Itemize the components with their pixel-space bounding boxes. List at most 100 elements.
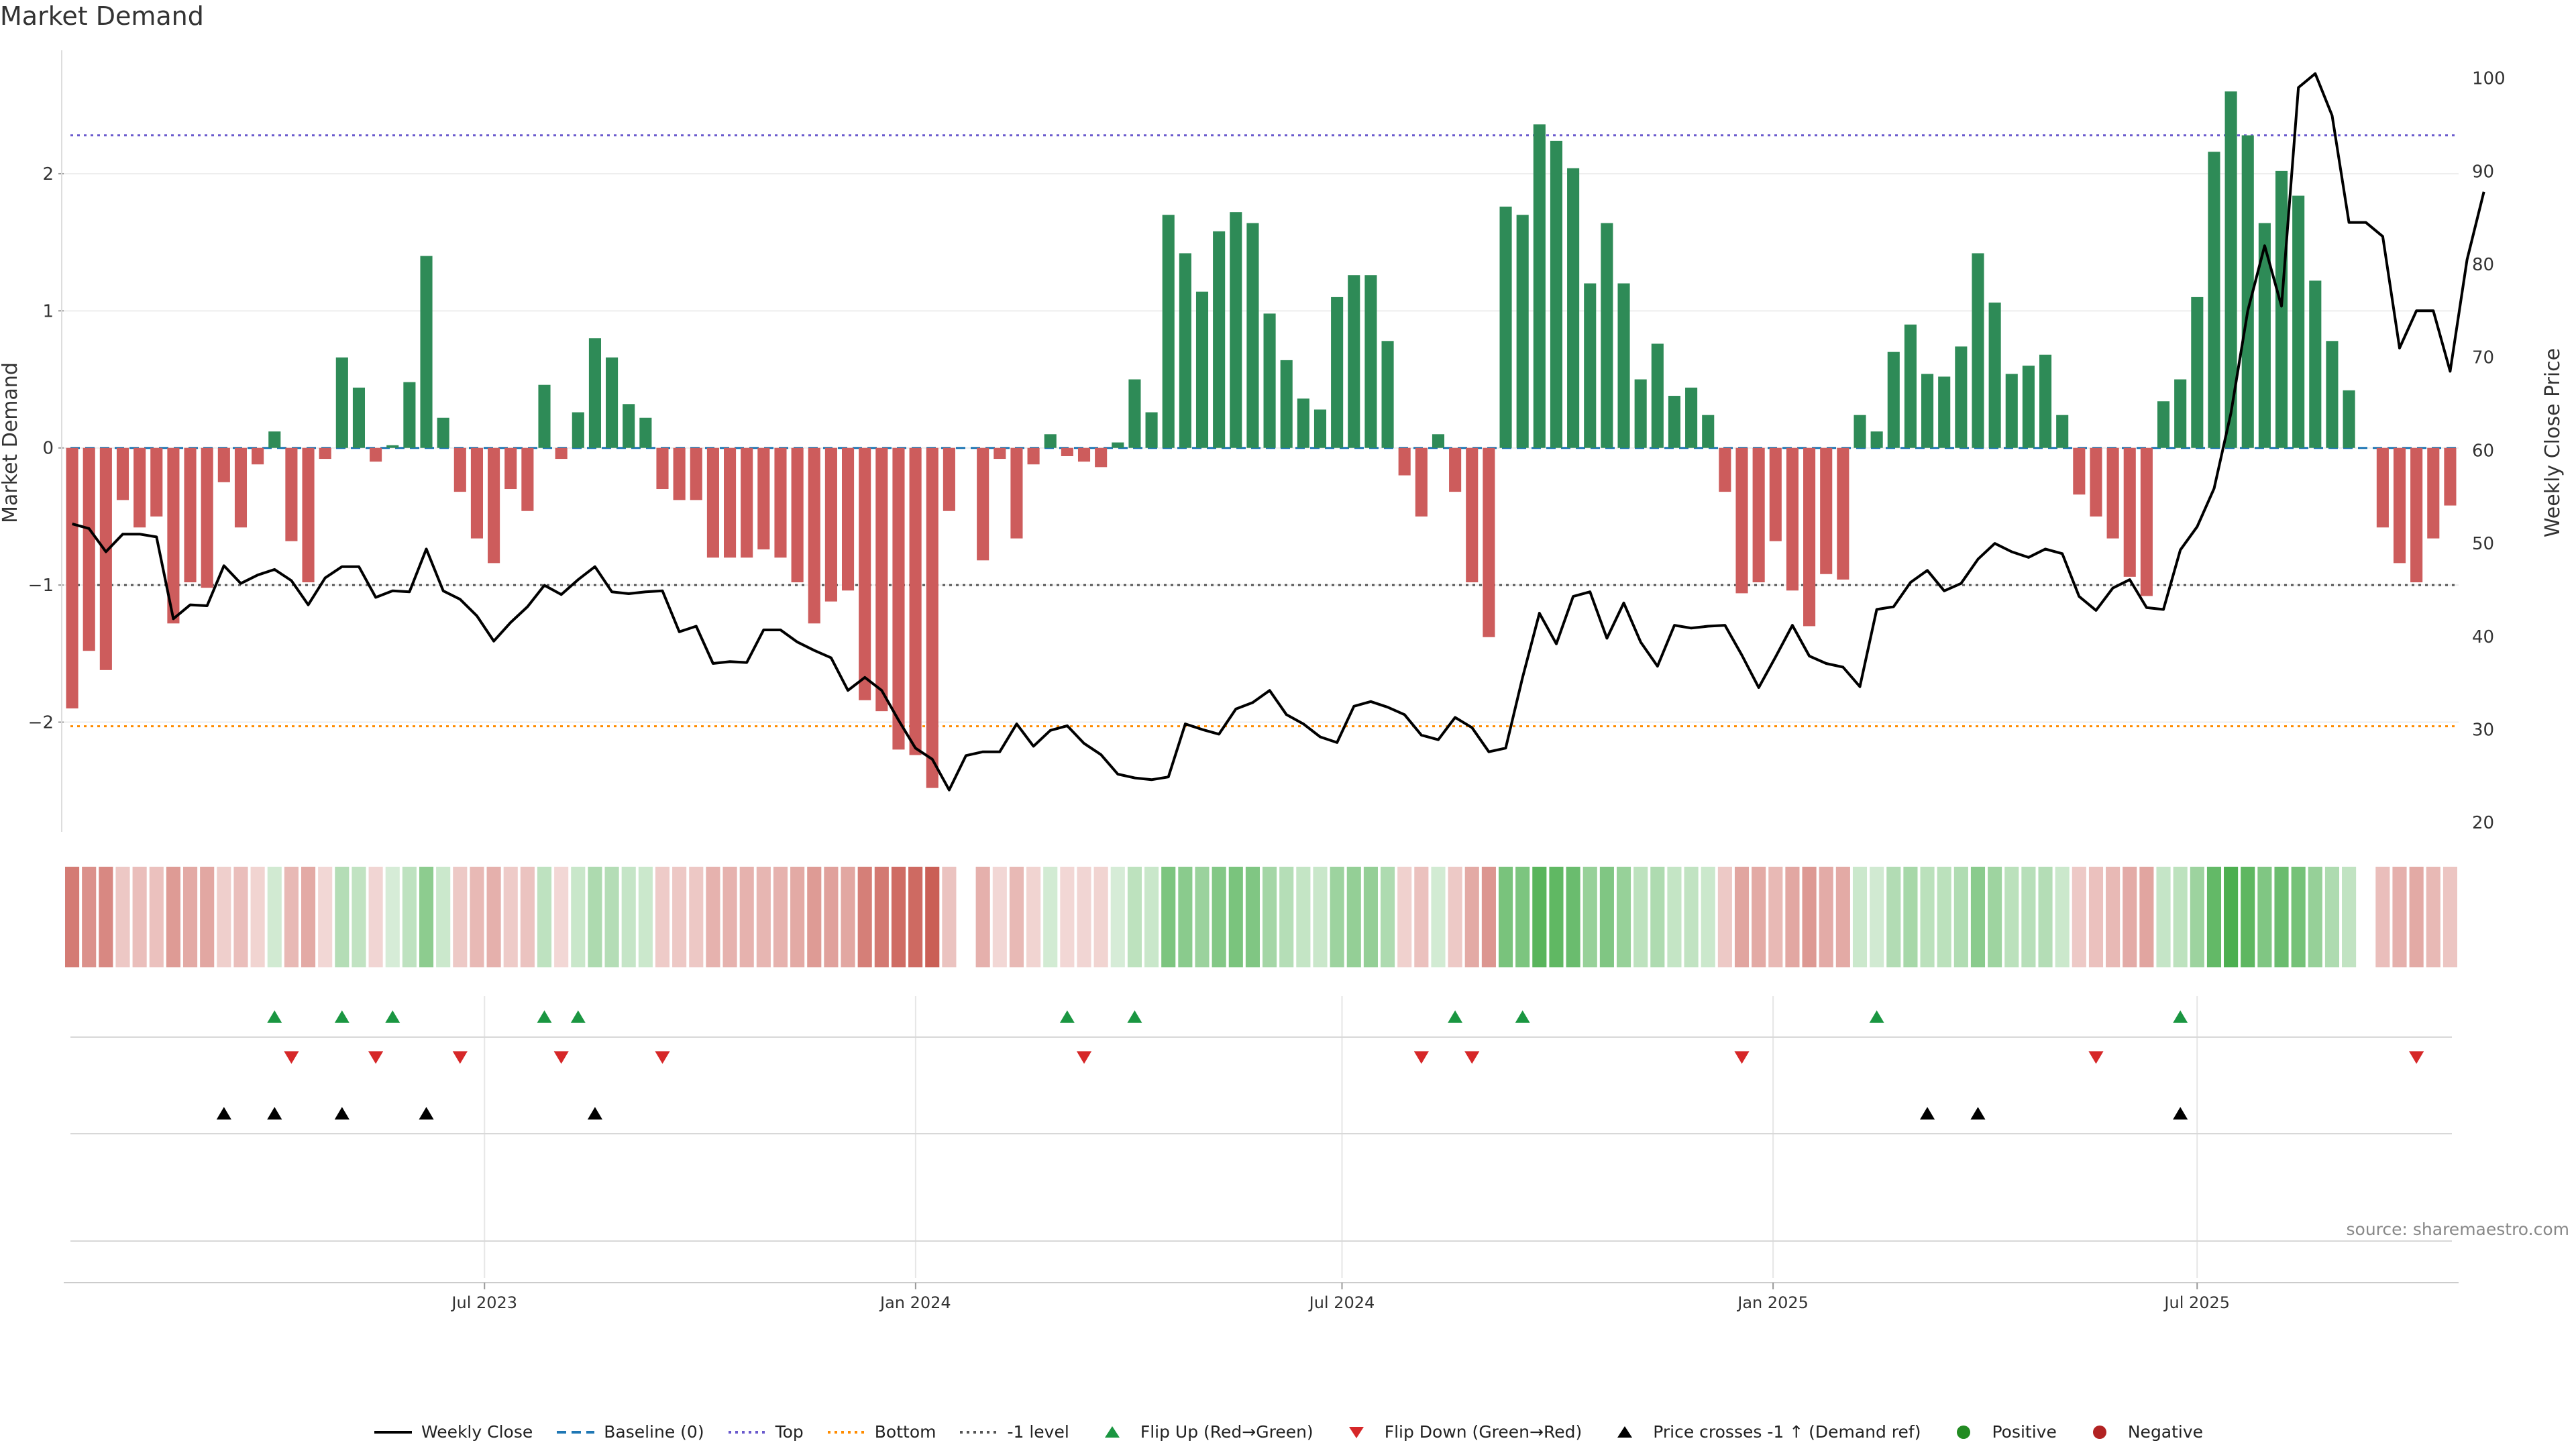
heat-cell xyxy=(554,867,569,967)
flip-up-marker xyxy=(1059,1010,1075,1023)
demand-bar xyxy=(2410,447,2423,583)
demand-bar xyxy=(2309,280,2322,448)
legend-swatch-triangle xyxy=(1104,1426,1120,1438)
demand-bar xyxy=(1499,207,1512,448)
heat-cell xyxy=(1431,867,1446,967)
legend-swatch-triangle xyxy=(1617,1426,1633,1438)
heat-cell xyxy=(2072,867,2086,967)
demand-bar xyxy=(1617,283,1630,448)
x-tick-label: Jan 2024 xyxy=(879,1293,951,1312)
demand-bar xyxy=(1601,223,1613,448)
demand-bar xyxy=(623,404,635,448)
demand-bar xyxy=(926,447,938,788)
heat-cell xyxy=(233,867,248,967)
x-tick-label: Jul 2025 xyxy=(2163,1293,2230,1312)
demand-bar xyxy=(824,447,837,602)
price-cross-marker xyxy=(334,1107,350,1120)
demand-bar xyxy=(2292,195,2305,448)
market-demand-chart: −2 −1 0 1 2 20 30 40 50 60 70 80 90 100 Jul 2023 Jan 2… xyxy=(0,50,2565,1312)
legend-swatch xyxy=(827,1430,865,1434)
heat-cell xyxy=(1228,867,1243,967)
heat-cell xyxy=(571,867,586,967)
flip-down-marker xyxy=(1734,1051,1750,1064)
demand-bar xyxy=(1112,442,1124,448)
legend-swatch xyxy=(1957,1425,1971,1439)
heat-cell xyxy=(1026,867,1041,967)
demand-bar xyxy=(2022,366,2035,448)
demand-bar xyxy=(1567,168,1580,448)
y-axis-label: Market Demand xyxy=(0,362,22,523)
legend-item: Weekly Close xyxy=(373,1422,533,1442)
heat-cell xyxy=(2173,867,2188,967)
legend-swatch xyxy=(1348,1426,1364,1438)
demand-bar xyxy=(302,447,315,583)
heat-cell xyxy=(1009,867,1024,967)
y2-tick-label: 40 xyxy=(2472,627,2494,647)
heat-cell xyxy=(2308,867,2322,967)
demand-bar xyxy=(2174,379,2187,448)
demand-bar xyxy=(909,447,922,755)
heat-cell xyxy=(1481,867,1496,967)
legend-item: Positive xyxy=(1943,1422,2057,1442)
heat-cell xyxy=(1717,867,1732,967)
legend-swatch-circle xyxy=(1957,1425,1971,1439)
legend-swatch-triangle xyxy=(1348,1426,1364,1438)
legend-label: Baseline (0) xyxy=(604,1422,704,1442)
heat-cell xyxy=(942,867,957,967)
heat-cell xyxy=(2088,867,2104,967)
price-cross-marker xyxy=(419,1107,434,1120)
heat-cell xyxy=(1667,867,1682,967)
demand-bar xyxy=(1398,447,1411,476)
chart-title: Market Demand xyxy=(0,1,204,31)
y-tick-label: −1 xyxy=(28,576,54,596)
demand-bar xyxy=(1213,231,1226,448)
heat-cell xyxy=(672,867,687,967)
heat-cell xyxy=(1263,867,1277,967)
demand-bar xyxy=(2343,390,2355,448)
heat-cell xyxy=(2257,867,2272,967)
legend-swatch-circle xyxy=(2092,1425,2106,1439)
demand-bar xyxy=(1313,409,1327,448)
y-tick-label: 2 xyxy=(42,164,54,184)
demand-bar xyxy=(403,382,416,448)
demand-bar xyxy=(167,447,180,624)
heat-cell xyxy=(1380,867,1395,967)
legend-swatch xyxy=(2092,1425,2106,1439)
legend-item: Baseline (0) xyxy=(555,1422,704,1442)
y2-tick-label: 70 xyxy=(2472,348,2494,368)
heat-cell xyxy=(1093,867,1108,967)
demand-bar xyxy=(1870,431,1883,448)
heat-cell xyxy=(1886,867,1901,967)
heat-cell xyxy=(2375,867,2390,967)
y2-tick-label: 20 xyxy=(2472,813,2494,833)
heat-cell xyxy=(1988,867,2002,967)
heat-cell xyxy=(1549,867,1564,967)
flip-up-marker xyxy=(2173,1010,2188,1023)
demand-bar xyxy=(538,384,551,448)
demand-bar xyxy=(1364,275,1377,448)
demand-bars xyxy=(66,91,2457,788)
demand-bar xyxy=(1988,303,2001,448)
demand-bar xyxy=(83,447,95,651)
heat-cell xyxy=(1802,867,1817,967)
demand-bar xyxy=(2106,447,2119,539)
demand-bar xyxy=(606,357,619,448)
heat-cell xyxy=(250,867,265,967)
x-tick-label: Jan 2025 xyxy=(1736,1293,1809,1312)
demand-bar xyxy=(370,447,382,462)
heat-cell xyxy=(1970,867,1986,967)
heat-cell xyxy=(1752,867,1766,967)
heat-cell xyxy=(2224,867,2239,967)
price-cross-marker xyxy=(1920,1107,1935,1120)
heat-cell xyxy=(857,867,872,967)
demand-bar xyxy=(1735,447,1748,594)
heat-cell xyxy=(149,867,164,967)
demand-bar xyxy=(420,256,433,448)
heat-cell xyxy=(402,867,417,967)
heat-cell xyxy=(874,867,889,967)
demand-bar xyxy=(133,447,146,528)
axes: −2 −1 0 1 2 20 30 40 50 60 70 80 90 100 xyxy=(28,50,2506,833)
demand-bar xyxy=(2123,447,2136,577)
heat-cell xyxy=(807,867,822,967)
flip-down-marker xyxy=(2088,1051,2104,1064)
